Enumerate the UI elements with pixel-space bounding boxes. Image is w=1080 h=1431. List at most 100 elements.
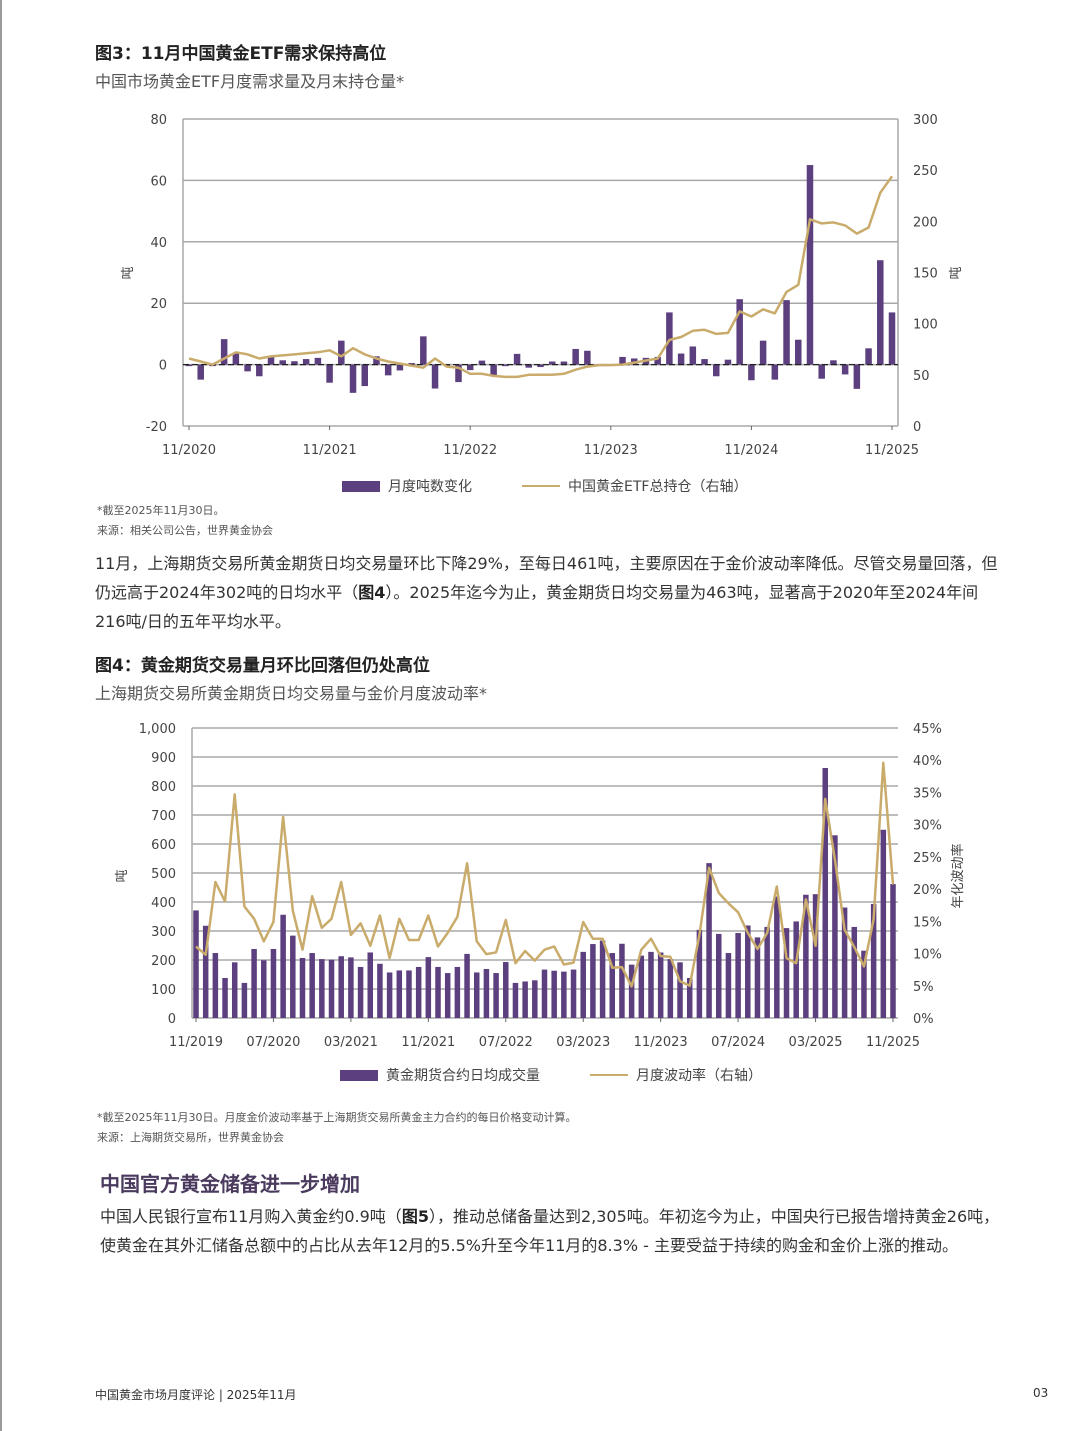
bar (435, 966, 441, 1018)
bar (377, 963, 383, 1018)
bar (619, 356, 626, 365)
x-tick-label: 03/2025 (789, 1035, 843, 1050)
bar (408, 363, 415, 365)
bar (222, 977, 228, 1018)
bar (560, 361, 568, 365)
fig4-chart: 1,000 900 800 700 600 500 400 300 200 100 0 45% 40% 3… (115, 722, 966, 1050)
bar (771, 364, 779, 380)
section-heading: 中国官方黄金储备进一步增加 (100, 1172, 360, 1196)
fig3-legend: 月度吨数变化 中国黄金ETF总持仓（右轴） (342, 476, 797, 496)
bar (314, 357, 322, 365)
y-tick-label: 60 (150, 174, 167, 189)
bar (657, 952, 664, 1018)
y-tick-label: 500 (151, 867, 176, 882)
bar (736, 299, 743, 365)
bar (570, 969, 577, 1018)
bar (793, 921, 799, 1018)
y2-tick-label: 30% (913, 819, 942, 834)
bar (202, 925, 209, 1018)
bar (706, 863, 712, 1018)
bar (590, 944, 596, 1018)
y-tick-label: 0 (168, 1012, 176, 1027)
bar (328, 959, 335, 1018)
legend-item-line: 中国黄金ETF总持仓（右轴） (522, 476, 747, 496)
bar (689, 346, 697, 365)
legend-swatch-bar (342, 480, 380, 492)
bar (832, 835, 838, 1018)
y2-tick-label: 150 (913, 267, 938, 282)
fig3-source: 来源：相关公司公告，世界黄金协会 (97, 524, 273, 537)
y2-tick-label: 300 (913, 113, 938, 128)
bar (572, 348, 579, 365)
series-line (188, 175, 894, 379)
bar (251, 948, 257, 1018)
legend-label: 黄金期货合约日均成交量 (386, 1068, 540, 1084)
bar (818, 364, 825, 379)
y2-tick-label: 35% (913, 786, 942, 801)
bar (478, 360, 486, 365)
y2-tick-label: 0 (913, 420, 921, 435)
legend-label: 月度波动率（右轴） (636, 1068, 762, 1084)
bar (537, 364, 544, 368)
legend-swatch-line (522, 485, 560, 487)
bar (367, 952, 373, 1018)
y-tick-label: 20 (150, 297, 167, 312)
y2-tick-label: 25% (913, 851, 942, 866)
x-tick-label: 07/2024 (711, 1035, 765, 1050)
bar (425, 957, 432, 1018)
bar (609, 953, 616, 1018)
bar (716, 933, 722, 1018)
x-tick-label: 11/2025 (865, 443, 919, 458)
fig4-title: 图4：黄金期货交易量月环比回落但仍处高位 (95, 656, 430, 676)
bar (270, 948, 277, 1018)
y-tick-label: 80 (150, 113, 167, 128)
legend-label: 月度吨数变化 (388, 479, 472, 495)
bar (713, 364, 720, 377)
bar (735, 933, 741, 1018)
y2-axis-title: 吨 (949, 266, 964, 279)
page-edge (0, 0, 2, 1431)
y-axis-title: 吨 (115, 869, 130, 882)
bar (853, 364, 861, 389)
bar (455, 364, 462, 383)
bar (754, 937, 761, 1018)
y-tick-label: 900 (151, 751, 176, 766)
bar (795, 339, 802, 365)
bar (396, 364, 404, 371)
legend-swatch-bar (340, 1069, 378, 1081)
bar (667, 959, 674, 1018)
bar (231, 962, 238, 1018)
x-tick-label: 03/2021 (324, 1035, 378, 1050)
bar (338, 956, 344, 1018)
y-tick-label: 400 (151, 896, 176, 911)
bar (648, 951, 654, 1018)
bar (279, 360, 286, 365)
bar (466, 364, 474, 371)
x-tick-label: 07/2022 (479, 1035, 533, 1050)
bar (880, 829, 887, 1018)
x-tick-label: 11/2019 (169, 1035, 223, 1050)
x-tick-label: 07/2020 (246, 1035, 300, 1050)
x-tick-label: 11/2021 (401, 1035, 455, 1050)
bar (473, 972, 480, 1018)
bar (861, 950, 867, 1018)
bar (764, 926, 770, 1018)
y2-axis-title: 年化波动率 (950, 843, 966, 908)
bar (806, 165, 814, 365)
text-run: 11月，上海期货交易所黄金期货日均交易量环比下降29%，至每日461吨，主要原因… (95, 554, 998, 602)
x-tick-label: 11/2020 (162, 443, 216, 458)
legend-swatch-line (590, 1074, 628, 1076)
bar (701, 359, 708, 365)
y2-tick-label: 10% (913, 948, 942, 963)
bar (431, 364, 439, 389)
figure-reference: 图4 (358, 583, 386, 602)
bar (503, 962, 509, 1018)
bar (348, 957, 354, 1018)
footer-publication: 中国黄金市场月度评论 | 2025年11月 (95, 1388, 297, 1402)
text-run: ）。2025年迄今为止，黄金期货日均交易量为463吨，显著高于2020年至202… (95, 583, 979, 631)
bar (406, 970, 412, 1018)
y-tick-label: 40 (150, 236, 167, 251)
bar (454, 966, 461, 1018)
text-run: ），推动总储备量达到2,305吨。年初迄今为止，中国央行已报告增持黄金26吨，使… (100, 1207, 1000, 1255)
bar (290, 935, 296, 1018)
